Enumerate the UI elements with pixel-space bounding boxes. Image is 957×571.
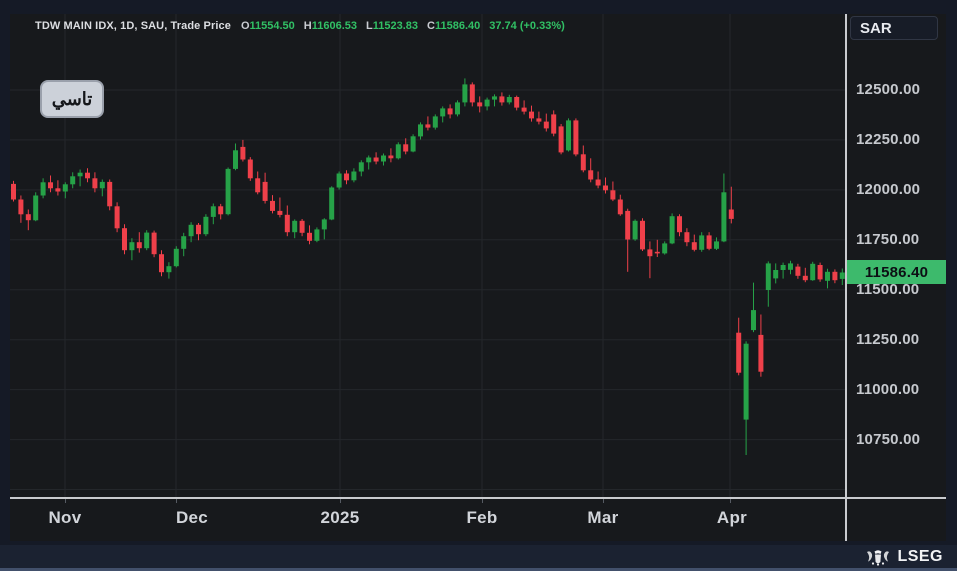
time-axis-label-apr: Apr bbox=[716, 508, 748, 527]
time-axis-separator bbox=[10, 497, 946, 499]
price-axis-separator bbox=[845, 14, 847, 541]
open-field: O11554.50 bbox=[240, 20, 295, 32]
time-axis-tick bbox=[176, 499, 177, 503]
symbol-flag-text: تاسي bbox=[51, 88, 93, 109]
chart-legend: TDW MAIN IDX, 1D, SAU, Trade Price O1155… bbox=[35, 17, 565, 35]
lseg-logo: LSEG bbox=[865, 548, 943, 566]
time-axis-tick bbox=[482, 499, 483, 503]
time-axis-tick bbox=[340, 499, 341, 503]
time-axis-tick bbox=[730, 499, 731, 503]
symbol-flag-label: تاسي bbox=[40, 80, 104, 118]
footer-bar: LSEG bbox=[0, 545, 957, 568]
time-axis-label-dec: Dec bbox=[175, 508, 209, 527]
time-axis-label-feb: Feb bbox=[466, 508, 498, 527]
candlestick-plot bbox=[10, 14, 845, 497]
price-axis[interactable]: SAR 12500.00 12250.00 12000.00 11750.00 1150… bbox=[847, 14, 946, 497]
symbol-title: TDW MAIN IDX, 1D, SAU, Trade Price bbox=[35, 20, 231, 32]
last-price-badge: 11586.40 bbox=[847, 260, 946, 284]
low-field: L11523.83 bbox=[366, 20, 419, 32]
price-axis-label: 11250.00 bbox=[856, 331, 920, 348]
price-axis-label: 12000.00 bbox=[856, 181, 921, 198]
bottom-accent-strip bbox=[0, 568, 957, 571]
price-axis-label: 12500.00 bbox=[856, 81, 921, 98]
time-axis-label-nov: Nov bbox=[48, 508, 82, 527]
price-axis-label: 11500.00 bbox=[856, 281, 920, 298]
time-axis-tick bbox=[603, 499, 604, 503]
time-axis-label-mar: Mar bbox=[587, 508, 619, 527]
currency-selector[interactable]: SAR bbox=[850, 16, 938, 40]
candlestick-chart[interactable] bbox=[10, 14, 845, 497]
time-axis-label-2025: 2025 bbox=[320, 508, 360, 527]
lseg-crest-icon bbox=[867, 549, 890, 566]
price-axis-label: 12250.00 bbox=[856, 131, 921, 148]
time-axis[interactable]: Nov Dec 2025 Feb Mar Apr bbox=[10, 499, 946, 541]
lseg-brand-text: LSEG bbox=[897, 547, 943, 565]
time-axis-tick bbox=[65, 499, 66, 503]
high-field: H11606.53 bbox=[303, 20, 358, 32]
price-axis-label: 11000.00 bbox=[856, 381, 920, 398]
price-axis-label: 10750.00 bbox=[856, 431, 921, 448]
close-field: C11586.40 bbox=[427, 20, 481, 32]
change-field: 37.74 (+0.33%) bbox=[489, 20, 565, 32]
price-axis-label: 11750.00 bbox=[856, 231, 920, 248]
currency-label: SAR bbox=[860, 19, 892, 37]
chart-panel: TDW MAIN IDX, 1D, SAU, Trade Price O1155… bbox=[10, 14, 946, 541]
